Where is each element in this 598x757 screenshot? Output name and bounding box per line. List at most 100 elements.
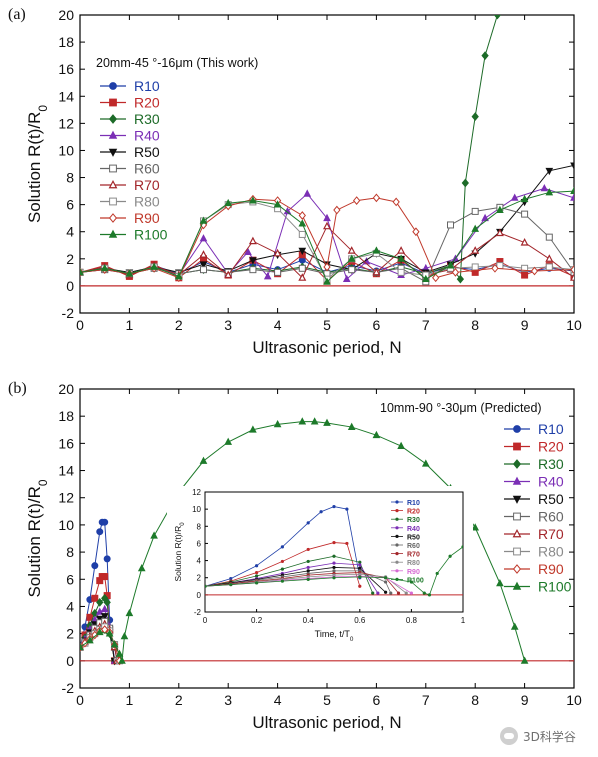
data-point-r70 xyxy=(520,237,529,246)
data-point-r100 xyxy=(199,216,208,224)
inset-data-point-r30 xyxy=(255,574,259,578)
inset-data-point-r10 xyxy=(306,521,310,525)
data-point-r100 xyxy=(397,254,405,262)
legend-label-r40: R40 xyxy=(134,128,160,144)
inset-data-point-r100 xyxy=(280,579,284,583)
y-tick-label: 0 xyxy=(66,278,74,294)
data-point-r60 xyxy=(298,264,306,272)
inset-data-point-r10 xyxy=(319,510,323,514)
data-point-r80 xyxy=(397,268,405,276)
data-point-r30 xyxy=(96,597,104,607)
data-point-r10 xyxy=(101,518,109,526)
inset-series-group xyxy=(205,504,463,597)
legend-label-r100: R100 xyxy=(538,579,572,595)
data-point-r40 xyxy=(510,193,519,201)
data-point-r80 xyxy=(471,263,479,271)
data-point-r100 xyxy=(273,419,282,428)
inset-data-point-r100 xyxy=(229,582,233,587)
inset-x-tick-label: 0.6 xyxy=(354,616,366,625)
data-point-r70 xyxy=(323,221,331,230)
inset-data-point-r60 xyxy=(384,580,388,584)
inset-x-tick-label: 0.8 xyxy=(406,616,418,625)
data-point-r100 xyxy=(421,274,430,283)
data-point-r60 xyxy=(348,266,356,274)
inset-data-point-r80 xyxy=(404,591,408,595)
legend-marker-r80 xyxy=(513,547,521,556)
legend-marker-r90 xyxy=(108,213,118,223)
data-point-r30 xyxy=(493,15,502,20)
data-point-r20 xyxy=(521,271,529,279)
inset-y-tick-label: 8 xyxy=(197,522,202,531)
x-tick-label: 5 xyxy=(323,317,331,333)
x-axis-label: Ultrasonic period, N xyxy=(252,338,401,357)
watermark-text: 3D科学谷 xyxy=(523,729,576,744)
data-point-r100 xyxy=(118,656,126,664)
y-tick-label: 10 xyxy=(58,517,74,533)
data-point-r100 xyxy=(125,269,134,277)
data-point-r40 xyxy=(570,193,574,201)
legend-marker-r30 xyxy=(108,114,118,124)
legend-marker-r60 xyxy=(513,512,521,521)
x-tick-label: 7 xyxy=(422,692,430,708)
x-axis-label: Ultrasonic period, N xyxy=(252,713,401,732)
inset-data-point-r10 xyxy=(229,576,233,581)
data-point-r20 xyxy=(101,573,109,581)
data-point-r100 xyxy=(100,263,109,272)
legend-marker-r40 xyxy=(512,476,522,485)
y-tick-label: 8 xyxy=(66,544,74,560)
data-point-r90 xyxy=(352,196,361,205)
inset-data-point-r60 xyxy=(389,591,393,595)
data-point-r30 xyxy=(103,597,111,607)
y-tick-label: 20 xyxy=(58,7,74,23)
legend-label-r10: R10 xyxy=(538,421,564,437)
inset-data-point-r100 xyxy=(306,577,310,582)
x-tick-label: 3 xyxy=(224,317,232,333)
inset-data-point-r100 xyxy=(448,554,452,558)
data-point-r100 xyxy=(298,417,307,425)
data-point-r100 xyxy=(273,200,282,208)
data-point-r100 xyxy=(137,564,146,572)
data-point-r100 xyxy=(421,459,430,467)
data-point-r30 xyxy=(461,178,469,188)
inset-data-point-r20 xyxy=(255,570,259,575)
inset-data-point-r40 xyxy=(376,591,380,595)
data-point-r100 xyxy=(150,531,158,539)
series-line-r100 xyxy=(80,421,526,661)
legend-marker-r20 xyxy=(109,98,117,107)
legend-label-r20: R20 xyxy=(538,439,564,455)
legend-marker-r50 xyxy=(512,495,522,504)
x-tick-label: 8 xyxy=(471,692,479,708)
data-point-r40 xyxy=(244,247,252,255)
y-tick-label: 2 xyxy=(66,251,74,267)
panel-b: 0 1 2 3 4 5 6 7 8 9 10-202468101214161820Ultrasoni… xyxy=(8,380,582,732)
inset-legend-label-r50: R50 xyxy=(407,534,420,541)
y-tick-label: 12 xyxy=(58,490,74,506)
data-point-r90 xyxy=(530,266,539,276)
legend-label-r20: R20 xyxy=(134,95,160,111)
legend-label-r30: R30 xyxy=(134,111,160,127)
x-tick-label: 6 xyxy=(373,317,381,333)
data-point-r70 xyxy=(545,254,554,262)
y-tick-label: 16 xyxy=(58,435,74,451)
panel-annotation: 20mm-45 °-16μm (This work) xyxy=(96,56,258,70)
inset-data-point-r20 xyxy=(358,584,362,588)
x-tick-label: 8 xyxy=(471,317,479,333)
inset-legend-label-r90: R90 xyxy=(407,569,420,576)
data-point-r100 xyxy=(115,649,124,657)
inset-legend-marker-r70 xyxy=(395,552,399,556)
data-point-r70 xyxy=(199,250,208,258)
inset-legend-marker-r40 xyxy=(395,526,399,530)
data-point-r100 xyxy=(80,267,84,276)
legend-label-r90: R90 xyxy=(134,210,160,226)
x-tick-label: 4 xyxy=(274,692,282,708)
data-point-r100 xyxy=(372,430,381,439)
legend-label-r60: R60 xyxy=(134,161,160,177)
watermark: 3D科学谷 xyxy=(500,723,596,749)
inset-y-tick-label: -2 xyxy=(194,608,202,617)
inset-legend-label-r70: R70 xyxy=(407,552,420,559)
legend-label-r80: R80 xyxy=(134,194,160,210)
inset-y-tick-label: 4 xyxy=(197,557,202,566)
inset-data-point-r100 xyxy=(435,571,439,576)
